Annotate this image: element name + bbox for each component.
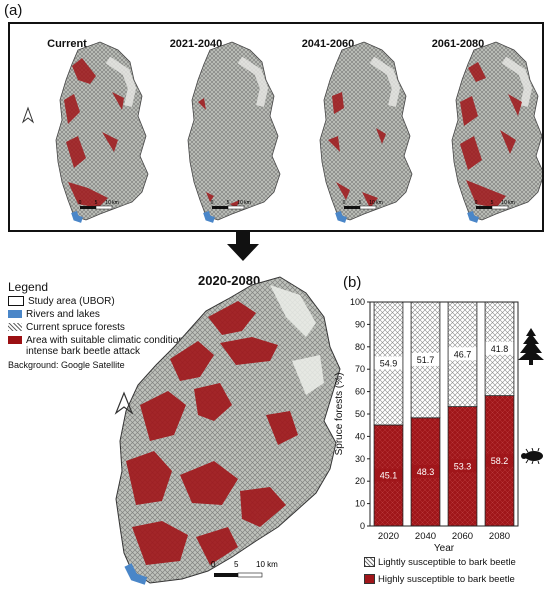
legend-item-rivers: Rivers and lakes — [8, 309, 238, 320]
period-label-2061-2080: 2061-2080 — [431, 38, 485, 50]
north-arrow-1-icon — [21, 106, 35, 124]
legend-title: Legend — [8, 280, 49, 294]
y-tick-label: 30 — [355, 454, 365, 464]
small-scale-label: 5 — [359, 200, 362, 206]
big-scale-bar — [214, 572, 263, 578]
label-bg-light — [448, 347, 477, 361]
y-tick-label: 70 — [355, 364, 365, 374]
label-bg-high — [411, 464, 440, 478]
big-scale-ten: 10 km — [256, 560, 278, 569]
outline-swatch-icon — [8, 296, 24, 307]
bark-beetle-areas — [126, 301, 298, 565]
legend-item-spruce: Current spruce forests — [8, 322, 238, 333]
map-2061-2080 — [452, 42, 542, 220]
y-tick-label: 40 — [355, 431, 365, 441]
y-tick-label: 60 — [355, 387, 365, 397]
big-map-title: 2020-2080 — [198, 273, 261, 288]
label-bg-high — [485, 453, 514, 467]
high-swatch-icon — [364, 574, 375, 585]
legend-background-note: Background: Google Satellite — [8, 360, 125, 370]
x-tick-label-2060: 2060 — [452, 531, 473, 542]
map-2041-2060 — [320, 42, 412, 220]
light-swatch-icon — [364, 557, 375, 568]
small-scale-label: 0 — [343, 200, 346, 206]
y-tick-label: 50 — [355, 409, 365, 419]
x-axis-label: Year — [434, 543, 455, 552]
hatch-swatch-icon — [8, 323, 22, 332]
north-arrow-icon — [114, 391, 134, 415]
x-tick-label-2080: 2080 — [489, 531, 510, 542]
small-scale-label: 5 — [95, 200, 98, 206]
legend-item-bark-beetle: Area with suitable climatic conditions f… — [8, 335, 238, 357]
stacked-bar-chart: 45.1 54.9 48.3 51.7 53.3 46.7 58.2 41.8 0 10 20 30… — [334, 297, 519, 552]
period-label-current: Current — [47, 38, 87, 50]
value-label-light-2020: 54.9 — [380, 358, 398, 368]
x-tick-label-2040: 2040 — [415, 531, 436, 542]
big-scale-zero: 0 — [211, 560, 216, 569]
x-tick-label-2020: 2020 — [378, 531, 399, 542]
down-arrow-icon — [227, 230, 259, 261]
small-scale-label: 0 — [211, 200, 214, 206]
small-scale-label: 0 — [79, 200, 82, 206]
chart-legend-high: Highly susceptible to bark beetle — [364, 574, 515, 585]
scale-bar-3 — [344, 205, 377, 210]
label-bg-light — [485, 341, 514, 355]
small-scale-label: 10 km — [369, 200, 383, 206]
chart-legend-light: Lightly susceptible to bark beetle — [364, 557, 516, 568]
y-tick-label: 90 — [355, 319, 365, 329]
small-scale-label: 5 — [227, 200, 230, 206]
value-label-light-2060: 46.7 — [454, 349, 472, 359]
y-tick-label: 0 — [360, 521, 365, 531]
big-scale-five: 5 — [234, 560, 239, 569]
y-tick-label: 100 — [350, 297, 365, 307]
lake-shape — [124, 563, 148, 585]
small-scale-label: 0 — [475, 200, 478, 206]
spruce-tree-icon — [518, 328, 544, 365]
small-scale-label: 10 km — [105, 200, 119, 206]
value-label-light-2080: 41.8 — [491, 344, 509, 354]
period-label-2021-2040: 2021-2040 — [169, 38, 223, 50]
label-bg-high — [374, 468, 403, 482]
red-swatch-icon — [8, 336, 22, 344]
label-bg-light — [411, 352, 440, 366]
scale-bar-1 — [80, 205, 113, 210]
map-current — [56, 42, 148, 220]
value-label-light-2040: 51.7 — [417, 355, 435, 365]
y-axis-label: Spruce forests (%) — [334, 373, 345, 456]
legend-item-study-area: Study area (UBOR) — [8, 296, 238, 307]
scenario-maps-box: Current 2021-2040 2041-2060 2061-2080 + … — [8, 22, 544, 232]
period-label-2041-2060: 2041-2060 — [301, 38, 355, 50]
scale-bar-2 — [212, 205, 245, 210]
value-label-high-2080: 58.2 — [491, 456, 509, 466]
legend-list: Study area (UBOR) Rivers and lakes Curre… — [8, 296, 238, 371]
panel-a-label: (a) — [4, 2, 23, 19]
y-tick-label: 10 — [355, 499, 365, 509]
y-tick-label: 80 — [355, 342, 365, 352]
value-label-high-2020: 45.1 — [380, 470, 398, 480]
value-label-high-2040: 48.3 — [417, 467, 435, 477]
label-bg-light — [374, 356, 403, 370]
small-scale-label: 10 km — [237, 200, 251, 206]
water-swatch-icon — [8, 310, 22, 319]
big-map-svg — [114, 276, 341, 585]
small-scale-label: 10 km — [501, 200, 515, 206]
label-bg-high — [448, 459, 477, 473]
small-maps-svg: 0 5 10 km 0 5 10 km 0 5 10 km 0 5 10 km — [21, 24, 542, 230]
map-2021-2040 — [188, 42, 280, 220]
value-label-high-2060: 53.3 — [454, 461, 472, 471]
small-scale-label: 5 — [491, 200, 494, 206]
bark-beetle-icon — [521, 448, 543, 464]
y-tick-label: 20 — [355, 476, 365, 486]
scale-bar-4 — [476, 205, 509, 210]
panel-b-label: (b) — [343, 274, 362, 291]
